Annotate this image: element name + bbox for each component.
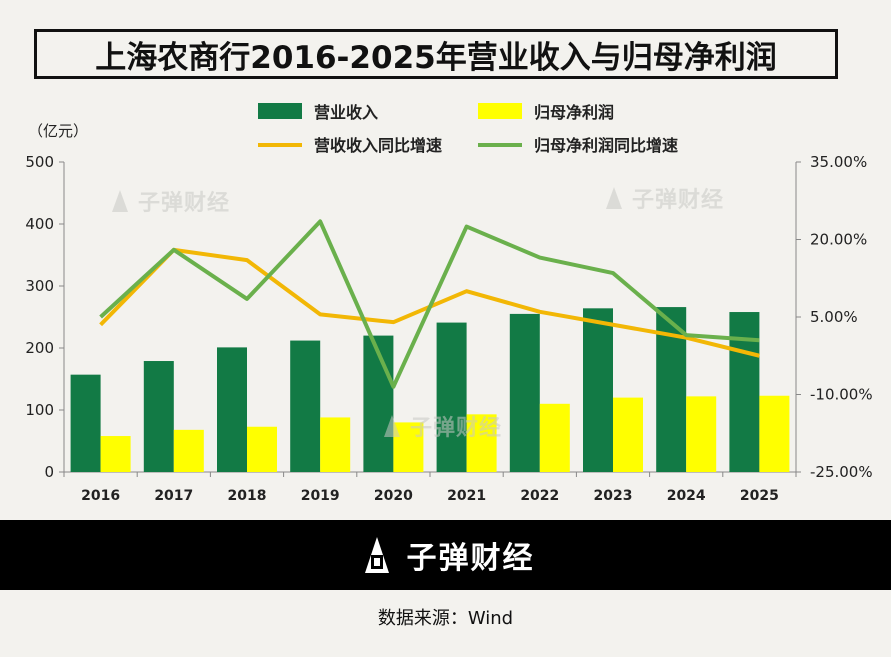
x-tick-label: 2020 bbox=[374, 488, 413, 504]
legend-swatch bbox=[478, 103, 522, 119]
watermark-text: 子弹财经 bbox=[632, 188, 725, 213]
profit-growth-line bbox=[99, 219, 760, 389]
x-tick-label: 2017 bbox=[154, 488, 193, 504]
x-tick-label: 2023 bbox=[594, 488, 633, 504]
profit-bar bbox=[759, 395, 790, 472]
chart-canvas: 0 100 200 300 400 500 -25.00% -10.00% 5.00% 20.00… bbox=[25, 103, 873, 504]
revenue-bar bbox=[729, 312, 760, 472]
bullet-logo-icon bbox=[384, 415, 400, 437]
revenue-bar bbox=[143, 361, 174, 472]
profit-bar bbox=[247, 426, 277, 472]
x-tick-label: 2016 bbox=[81, 488, 120, 504]
legend-swatch bbox=[258, 103, 302, 119]
lines-group bbox=[99, 219, 760, 389]
profit-bar bbox=[100, 436, 131, 472]
x-tick-label: 2024 bbox=[667, 488, 706, 504]
legend-label: 归母净利润同比增速 bbox=[534, 136, 678, 155]
y-left-tick-label: 400 bbox=[25, 215, 54, 233]
unit-label: （亿元） bbox=[28, 122, 88, 140]
y-right-tick-label: 20.00% bbox=[810, 231, 867, 249]
profit-bar bbox=[539, 403, 570, 472]
y-right-tick-label: 5.00% bbox=[810, 308, 858, 326]
bullet-logo-icon bbox=[606, 187, 622, 209]
profit-bar bbox=[686, 396, 717, 472]
watermark: 子弹财经 bbox=[602, 182, 724, 214]
brand: 子弹财经 bbox=[357, 533, 535, 577]
profit-bar bbox=[613, 397, 643, 472]
watermark-text: 子弹财经 bbox=[410, 416, 503, 441]
bullet-logo-icon bbox=[364, 537, 389, 573]
y-right-tick-label: -10.00% bbox=[810, 386, 873, 404]
revenue-bar bbox=[217, 347, 247, 472]
chart-title: 上海农商行2016-2025年营业收入与归母净利润 bbox=[34, 29, 838, 79]
bars-group bbox=[70, 307, 790, 472]
x-tick-label: 2025 bbox=[740, 488, 779, 504]
profit-bar bbox=[320, 417, 351, 472]
x-tick-label: 2019 bbox=[301, 488, 340, 504]
profit-bar bbox=[393, 422, 424, 472]
bullet-logo-icon bbox=[112, 190, 128, 212]
revenue-bar bbox=[583, 308, 613, 472]
revenue-bar bbox=[436, 322, 467, 472]
watermark: 子弹财经 bbox=[380, 410, 502, 442]
y-left-tick-label: 300 bbox=[25, 277, 54, 295]
x-tick-label: 2021 bbox=[447, 488, 486, 504]
watermark-text: 子弹财经 bbox=[138, 191, 231, 216]
y-right-tick-label: 35.00% bbox=[810, 153, 867, 171]
y-left-tick-label: 100 bbox=[25, 401, 54, 419]
profit-bar bbox=[466, 414, 497, 472]
footer-banner: 子弹财经 bbox=[0, 520, 891, 590]
y-left-tick-label: 0 bbox=[44, 463, 54, 481]
legend-label: 营收收入同比增速 bbox=[314, 136, 442, 155]
revenue-bar bbox=[509, 313, 540, 472]
brand-text: 子弹财经 bbox=[406, 541, 535, 576]
y-left-tick-label: 500 bbox=[25, 153, 54, 171]
revenue-bar bbox=[290, 340, 321, 472]
y-left-tick-label: 200 bbox=[25, 339, 54, 357]
x-tick-label: 2018 bbox=[228, 488, 267, 504]
revenue-bar bbox=[363, 335, 394, 472]
legend-label: 归母净利润 bbox=[534, 103, 614, 122]
source-note: 数据来源：Wind bbox=[377, 608, 514, 629]
legend-label: 营业收入 bbox=[314, 103, 378, 122]
y-right-tick-label: -25.00% bbox=[810, 463, 873, 481]
profit-bar bbox=[173, 429, 204, 472]
revenue-bar bbox=[70, 374, 101, 472]
x-tick-label: 2022 bbox=[520, 488, 559, 504]
watermark: 子弹财经 bbox=[108, 185, 230, 217]
